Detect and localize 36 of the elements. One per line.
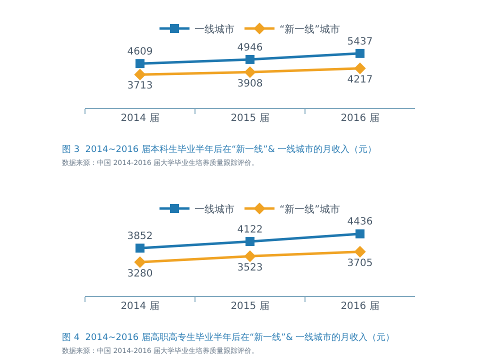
data-label: 4946 [237,42,263,54]
data-label: 4609 [127,46,153,58]
point [354,62,366,74]
caption: 图 3 2014~2016 届本科生毕业半年后在“新一线”& 一线城市的月收入（元） [62,144,377,155]
data-label: 3713 [127,80,153,92]
point [246,54,254,64]
x-tick-label: 2014 届 [120,113,160,124]
point [134,256,146,268]
legend-label: “新一线”城市 [280,203,340,216]
point [244,250,256,262]
legend-label: 一线城市 [194,203,234,216]
x-tick-label: 2016 届 [340,301,380,312]
data-label: 3523 [237,262,263,274]
data-label: 4436 [347,216,373,228]
x-tick-label: 2014 届 [120,301,160,312]
data-label: 3908 [237,78,263,90]
data-label: 5437 [347,36,373,48]
point [136,59,144,68]
point [356,48,364,58]
point [134,68,146,80]
data-label: 4122 [237,224,263,236]
point [136,244,144,253]
point [246,237,254,246]
x-tick-label: 2015 届 [230,113,270,124]
legend-label: “新一线”城市 [280,23,340,36]
x-tick-label: 2015 届 [230,301,270,312]
point [356,229,364,238]
point [244,66,256,78]
data-label: 3852 [127,231,153,242]
legend-label: 一线城市 [194,23,234,36]
point [354,246,366,258]
data-label: 3280 [127,268,153,280]
data-label: 4217 [347,74,373,86]
data-label: 3705 [347,258,373,269]
x-tick-label: 2016 届 [340,113,380,124]
caption: 图 4 2014~2016 届高职高专生毕业半年后在“新一线”& 一线城市的月收入（元） [62,332,395,343]
